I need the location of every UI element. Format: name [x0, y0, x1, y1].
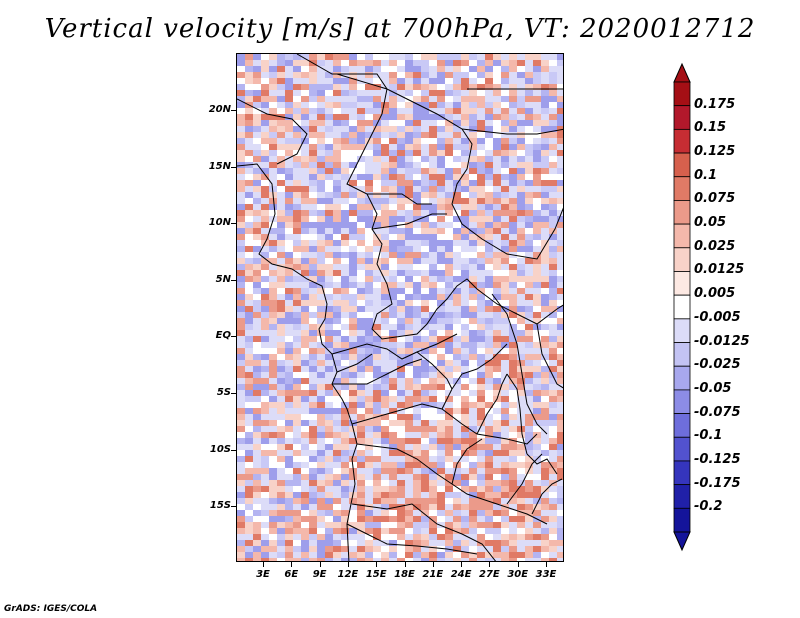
- colorbar-label: -0.0125: [694, 333, 750, 349]
- colorbar-bin: [673, 318, 691, 343]
- lon-label-24e: 24E: [450, 569, 472, 580]
- lat-tick: [231, 506, 236, 508]
- lat-tick: [231, 393, 236, 394]
- colorbar-bin: [673, 105, 691, 130]
- lon-tick: [319, 562, 321, 567]
- lon-label-33e: 33E: [535, 569, 557, 580]
- lon-tick: [461, 562, 463, 567]
- lon-label-18e: 18E: [394, 569, 415, 580]
- lon-tick: [517, 562, 519, 567]
- colorbar-label: -0.025: [694, 357, 741, 373]
- colorbar-label: 0.005: [694, 286, 736, 302]
- lat-tick: [231, 336, 236, 338]
- grads-credit: GrADS: IGES/COLA: [4, 604, 98, 614]
- colorbar-top-arrow: [673, 62, 691, 83]
- lon-label-6e: 6E: [284, 569, 299, 580]
- colorbar-bin: [673, 460, 691, 486]
- colorbar-bin: [673, 247, 691, 272]
- lat-label-10n: 10N: [208, 217, 231, 229]
- colorbar-bin: [673, 223, 691, 249]
- lon-tick: [546, 562, 547, 567]
- colorbar-bottom-arrow: [673, 531, 691, 552]
- lat-tick: [231, 110, 236, 111]
- colorbar-label: -0.1: [694, 428, 723, 444]
- colorbar-label: -0.005: [694, 309, 741, 325]
- lon-tick: [291, 562, 293, 567]
- lat-tick: [231, 449, 236, 451]
- colorbar-label: -0.2: [694, 499, 723, 515]
- lon-tick: [432, 562, 434, 567]
- lon-label-30e: 30E: [507, 569, 529, 580]
- lat-label-20n: 20N: [208, 104, 231, 115]
- colorbar-label: -0.05: [694, 380, 732, 396]
- lon-label-12e: 12E: [337, 569, 359, 580]
- lat-label-5s: 5S: [216, 387, 231, 398]
- colorbar-bin: [673, 176, 691, 201]
- lat-tick: [231, 279, 236, 281]
- lon-tick: [263, 562, 264, 567]
- lat-label-5n: 5N: [215, 273, 231, 285]
- colorbar-bin: [673, 507, 691, 533]
- colorbar-bin: [673, 484, 691, 509]
- lon-tick: [347, 562, 349, 567]
- lat-tick: [231, 223, 236, 225]
- colorbar-label: 0.1: [694, 167, 718, 183]
- country-borders: [237, 54, 563, 561]
- lat-label-15n: 15N: [208, 160, 231, 172]
- colorbar-label: -0.125: [694, 451, 741, 467]
- lon-tick: [489, 562, 491, 567]
- lat-label-10s: 10S: [209, 443, 231, 455]
- colorbar-label: 0.05: [694, 215, 727, 231]
- colorbar-bin: [673, 200, 691, 225]
- lat-label-eq: EQ: [215, 330, 231, 342]
- chart-title: Vertical velocity [m/s] at 700hPa, VT: 2…: [44, 14, 756, 44]
- colorbar-label: 0.075: [694, 191, 736, 207]
- lon-tick: [404, 562, 406, 567]
- lon-tick: [376, 562, 378, 567]
- map-field: [237, 54, 563, 561]
- colorbar-bin: [673, 389, 691, 414]
- lon-label-21e: 21E: [422, 569, 444, 580]
- colorbar-label: 0.025: [694, 238, 736, 254]
- lon-label-9e: 9E: [312, 569, 327, 580]
- colorbar-bin: [673, 271, 691, 296]
- colorbar-bin: [673, 128, 691, 154]
- colorbar-bin: [673, 294, 691, 320]
- lat-label-15s: 15S: [209, 500, 231, 512]
- lat-tick: [231, 166, 236, 168]
- colorbar: [673, 62, 691, 552]
- map-panel: [236, 53, 564, 562]
- colorbar-label: -0.075: [694, 404, 741, 420]
- lon-label-3e: 3E: [256, 569, 270, 580]
- colorbar-bin: [673, 365, 691, 391]
- colorbar-bin: [673, 81, 691, 107]
- colorbar-label: 0.15: [694, 120, 727, 136]
- colorbar-label: 0.175: [694, 96, 736, 112]
- colorbar-bin: [673, 342, 691, 367]
- lon-label-15e: 15E: [365, 569, 387, 580]
- colorbar-bin: [673, 152, 691, 178]
- lon-label-27e: 27E: [479, 569, 500, 580]
- colorbar-label: 0.125: [694, 144, 736, 160]
- colorbar-bin: [673, 413, 691, 438]
- colorbar-label: -0.175: [694, 475, 741, 491]
- colorbar-label: 0.0125: [694, 262, 745, 278]
- colorbar-bin: [673, 436, 691, 462]
